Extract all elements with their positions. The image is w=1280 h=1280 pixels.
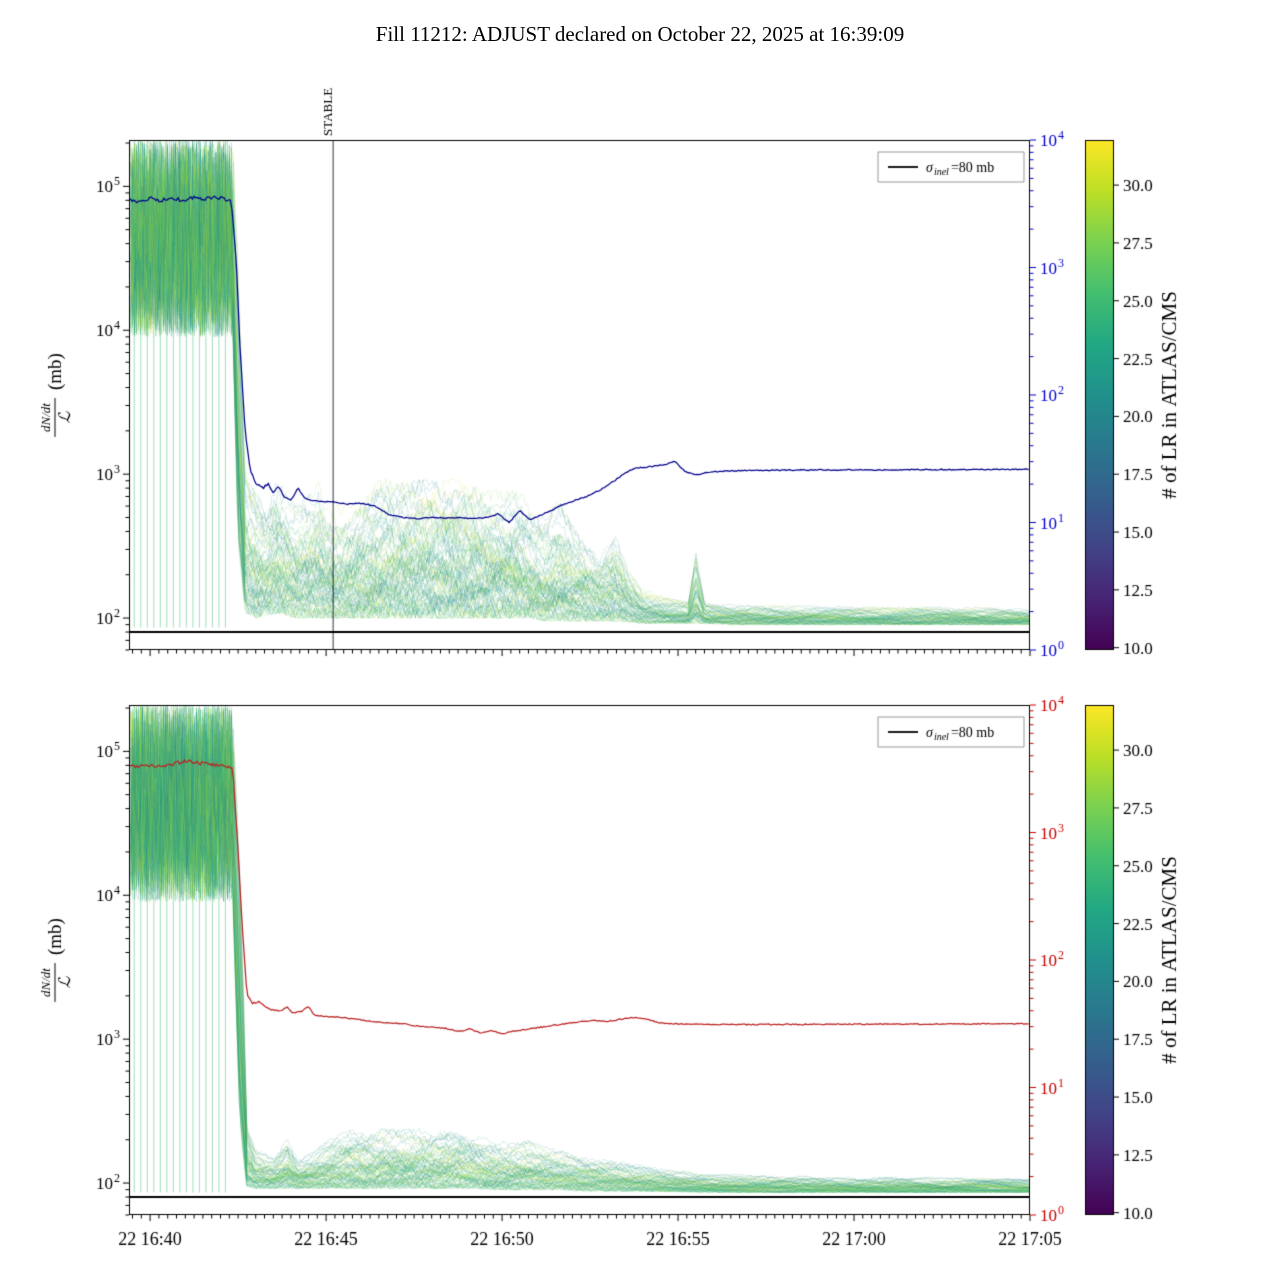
figure-title: Fill 11212: ADJUST declared on October 2… bbox=[375, 22, 905, 46]
